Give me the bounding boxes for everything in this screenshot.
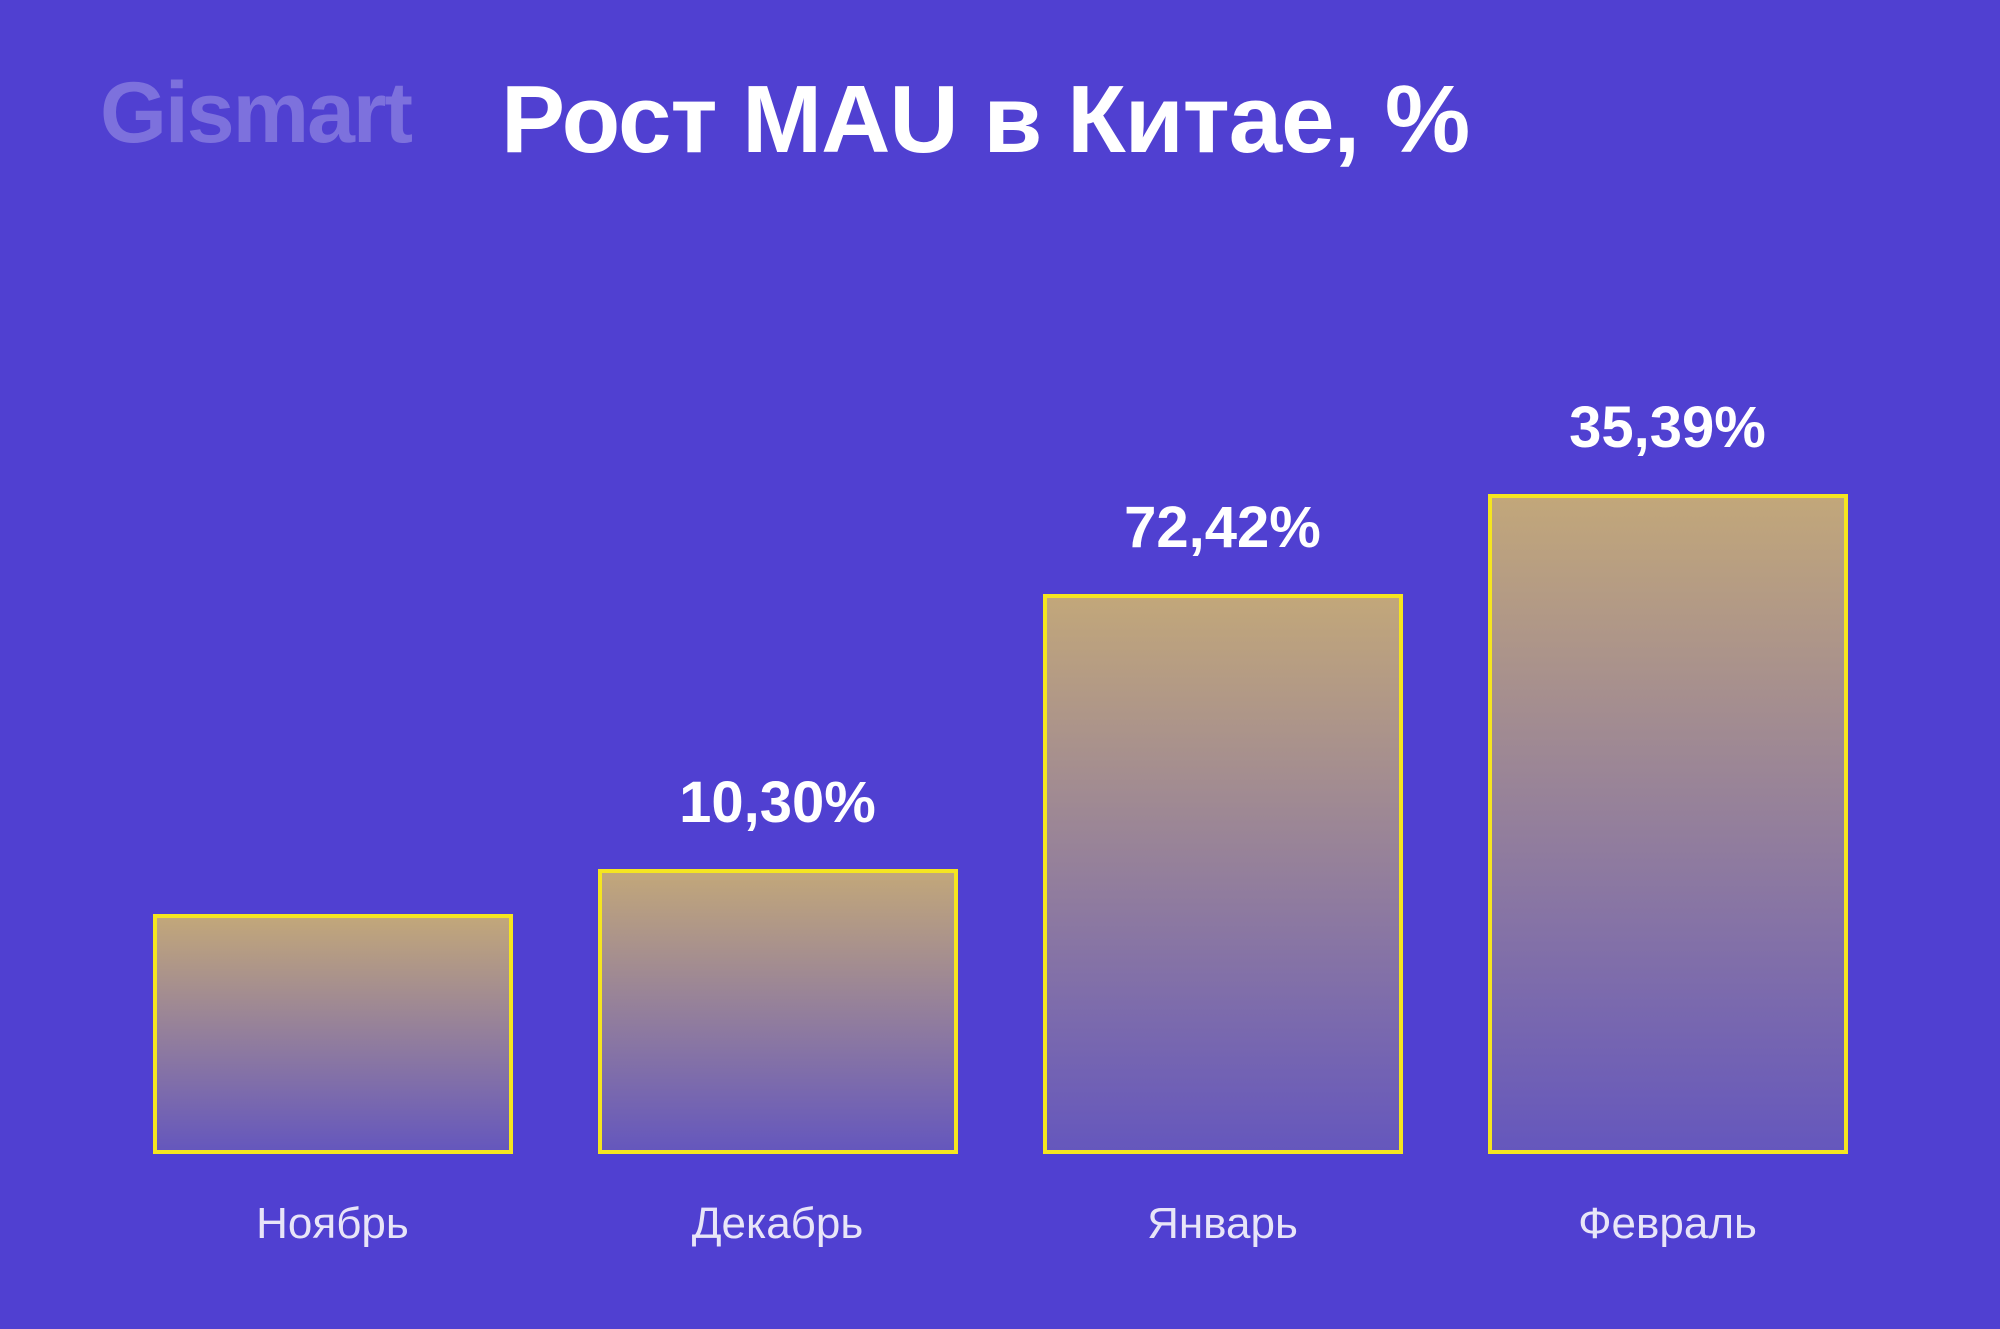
logo: Gismart [100,70,411,156]
category-label-2: Январь [1147,1199,1298,1249]
category-label-0: Ноябрь [256,1199,409,1249]
header: Gismart Рост MAU в Китае, % [100,70,1900,171]
bar-0 [153,914,513,1154]
chart-title: Рост MAU в Китае, % [501,70,1469,171]
value-label-1: 10,30% [679,769,876,839]
value-label-2: 72,42% [1124,494,1321,564]
category-label-3: Февраль [1578,1199,1757,1249]
chart-area: Ноябрь 10,30% Декабрь 72,42% Январь 35,3… [100,231,1900,1249]
bar-1 [598,869,958,1154]
chart-container: Gismart Рост MAU в Китае, % Ноябрь 10,30… [0,0,2000,1329]
bar-2 [1043,594,1403,1154]
category-label-1: Декабрь [692,1199,864,1249]
bar-3 [1488,494,1848,1154]
bar-group-1: 10,30% Декабрь [598,769,958,1249]
bar-group-3: 35,39% Февраль [1488,394,1848,1249]
bar-group-2: 72,42% Январь [1043,494,1403,1249]
value-label-3: 35,39% [1569,394,1766,464]
bar-group-0: Ноябрь [153,814,513,1249]
